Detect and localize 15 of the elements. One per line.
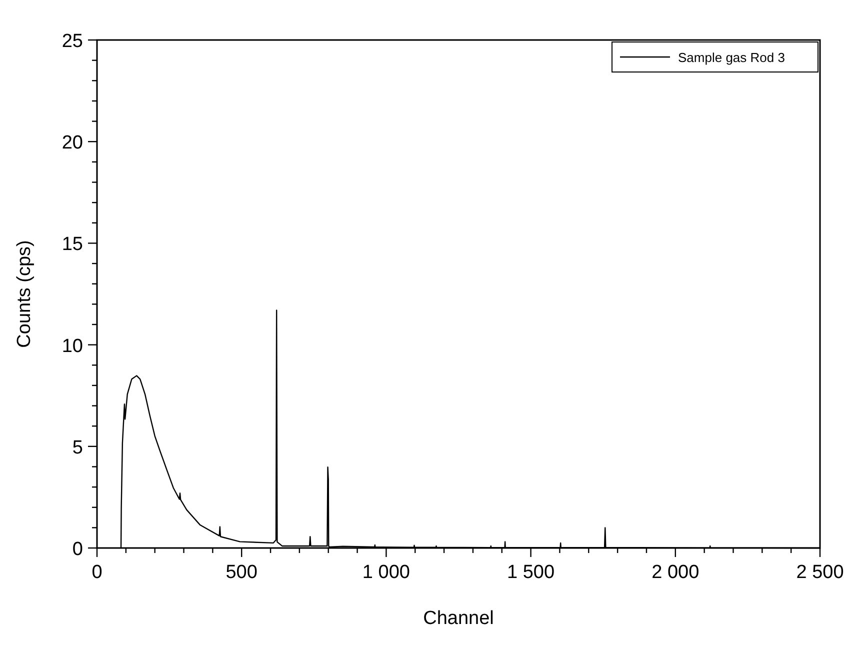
x-tick-label: 2 000	[652, 562, 700, 583]
x-tick-label: 2 500	[796, 562, 844, 583]
legend-label: Sample gas Rod 3	[678, 50, 785, 65]
y-tick-label: 5	[72, 437, 83, 458]
x-axis-title: Channel	[423, 608, 494, 629]
y-axis-title: Counts (cps)	[14, 240, 35, 348]
y-tick-label: 10	[62, 336, 83, 357]
y-tick-label: 20	[62, 132, 83, 154]
x-tick-label: 1 000	[362, 562, 410, 583]
y-tick-label: 15	[62, 234, 83, 256]
x-tick-label: 500	[226, 562, 258, 583]
x-tick-label: 0	[92, 562, 102, 583]
y-tick-label: 0	[72, 539, 83, 560]
x-tick-label: 1 500	[507, 562, 555, 583]
y-tick-label: 25	[62, 31, 83, 52]
